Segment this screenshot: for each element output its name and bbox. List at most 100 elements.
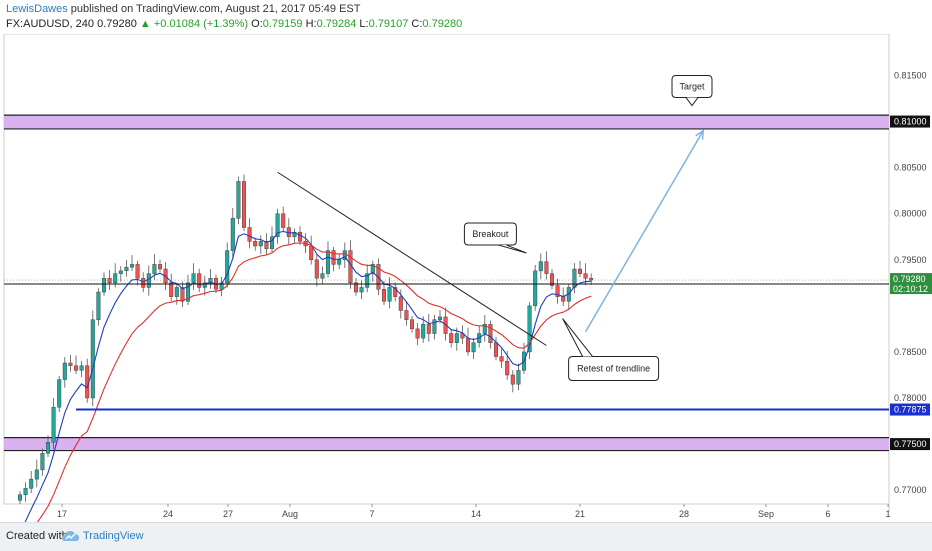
candle-body [62, 362, 67, 380]
candle-body [57, 379, 62, 408]
price-tag-label: 0.81000 [894, 117, 927, 127]
price-tag-label: 0.77875 [894, 405, 927, 415]
candle-body [107, 278, 112, 284]
candle-body [118, 270, 123, 274]
candle-body [169, 282, 174, 297]
candle-body [393, 287, 398, 297]
candle-body [281, 213, 286, 228]
time-axis-label: 6 [825, 509, 830, 519]
candle-body [146, 273, 151, 288]
candle-body [275, 213, 280, 237]
current-price-tag [890, 273, 932, 295]
candle-body [555, 285, 560, 297]
downward-trendline [277, 171, 547, 346]
candle-body [550, 273, 555, 286]
candle-body [90, 319, 95, 399]
candle-body [79, 365, 84, 371]
candle-body [202, 282, 207, 288]
candle-body [298, 231, 303, 242]
candle-body [247, 227, 252, 242]
candle-body [365, 273, 370, 288]
drawing-lines [4, 129, 889, 411]
candle-body [258, 241, 263, 247]
candle-body [326, 250, 331, 274]
price-axis-label: 0.78000 [894, 393, 927, 403]
price-chart[interactable]: 0.81500 0.81000 0.80500 0.80000 0.79500 0.792… [0, 34, 932, 522]
callout-pointer [562, 318, 593, 357]
candle-body [174, 287, 179, 297]
candle-body [96, 291, 101, 320]
candle-body [230, 218, 235, 251]
candle-body [572, 268, 577, 288]
time-axis-label: 27 [223, 509, 233, 519]
price-change: +0.01084 (+1.39%) [153, 18, 249, 30]
candle-body [68, 362, 73, 366]
candle-body [578, 268, 583, 274]
candle-body [51, 407, 56, 443]
candle-body [191, 273, 196, 284]
plot-area [3, 34, 890, 505]
candle-body [73, 365, 78, 371]
candle-body [197, 273, 202, 288]
candle-body [18, 494, 23, 501]
price-axis-label: 0.80000 [894, 209, 927, 219]
symbol-label: FX:AUDUSD, 240 [6, 18, 95, 30]
candle-body [398, 296, 403, 311]
tradingview-cloud-icon [62, 531, 79, 541]
annotations: Target Breakout Retest of trendline [463, 75, 713, 382]
tradingview-brand[interactable]: TradingView [83, 530, 144, 542]
candle-body [314, 259, 319, 279]
moving-averages [24, 230, 592, 522]
chart-header: LewisDawes published on TradingView.com,… [0, 0, 932, 34]
candle-body [583, 273, 588, 279]
candle-body [370, 264, 375, 274]
candle-body [253, 241, 258, 247]
candle-body [129, 264, 134, 268]
candle-body [466, 337, 471, 353]
price-axis-label: 0.79500 [894, 255, 927, 265]
candle-body [264, 241, 269, 249]
candle-body [225, 250, 230, 284]
callout-pointer [498, 244, 527, 254]
author-link[interactable]: LewisDawes [6, 3, 68, 15]
price-tag-label: 0.77500 [894, 439, 927, 449]
footer-bar: Created with TradingView [0, 522, 932, 551]
candle-body [46, 442, 51, 454]
candle-body [157, 264, 162, 270]
time-axis: 17 24 27 Aug 7 14 21 28 Sep 6 1 [57, 504, 891, 519]
symbol-quote: FX:AUDUSD, 240 0.79280 ▲ +0.01084 (+1.39… [6, 18, 462, 30]
callout-text: Retest of trendline [577, 364, 650, 374]
candle-body [101, 278, 106, 293]
candle-body [438, 316, 443, 320]
candle-body [538, 261, 543, 272]
current-price-label: 0.79280 [893, 274, 926, 284]
candle-body [449, 333, 454, 343]
price-axis-label: 0.80500 [894, 163, 927, 173]
low-label: L: [359, 18, 369, 30]
time-axis-label: 1 [885, 509, 890, 519]
candle-body [499, 356, 504, 362]
candle-body [410, 319, 415, 330]
price-axis-label: 0.78500 [894, 347, 927, 357]
candle-body [270, 236, 275, 249]
candle-body [337, 259, 342, 265]
candle-body [236, 181, 241, 219]
candle-body [471, 342, 476, 353]
time-axis-label: Sep [758, 509, 774, 519]
price-tag-bg [890, 115, 930, 128]
time-axis-label: 17 [57, 509, 67, 519]
time-axis-label: Aug [282, 509, 298, 519]
created-with-text: Created with [6, 530, 68, 542]
candle-body [494, 342, 499, 357]
candle-body [589, 278, 594, 281]
candle-body [320, 273, 325, 279]
close-value: 0.79280 [422, 18, 463, 30]
candle-body [527, 305, 532, 353]
price-axis: 0.81500 0.81000 0.80500 0.80000 0.79500 0.792… [890, 70, 932, 495]
published-text: published on TradingView.com, August 21,… [67, 3, 361, 15]
candle-body [387, 287, 392, 302]
countdown-label: 02:10:12 [893, 284, 928, 294]
slow-moving-average-line [36, 242, 592, 522]
callout-box [568, 356, 660, 382]
high-label: H: [305, 18, 317, 30]
